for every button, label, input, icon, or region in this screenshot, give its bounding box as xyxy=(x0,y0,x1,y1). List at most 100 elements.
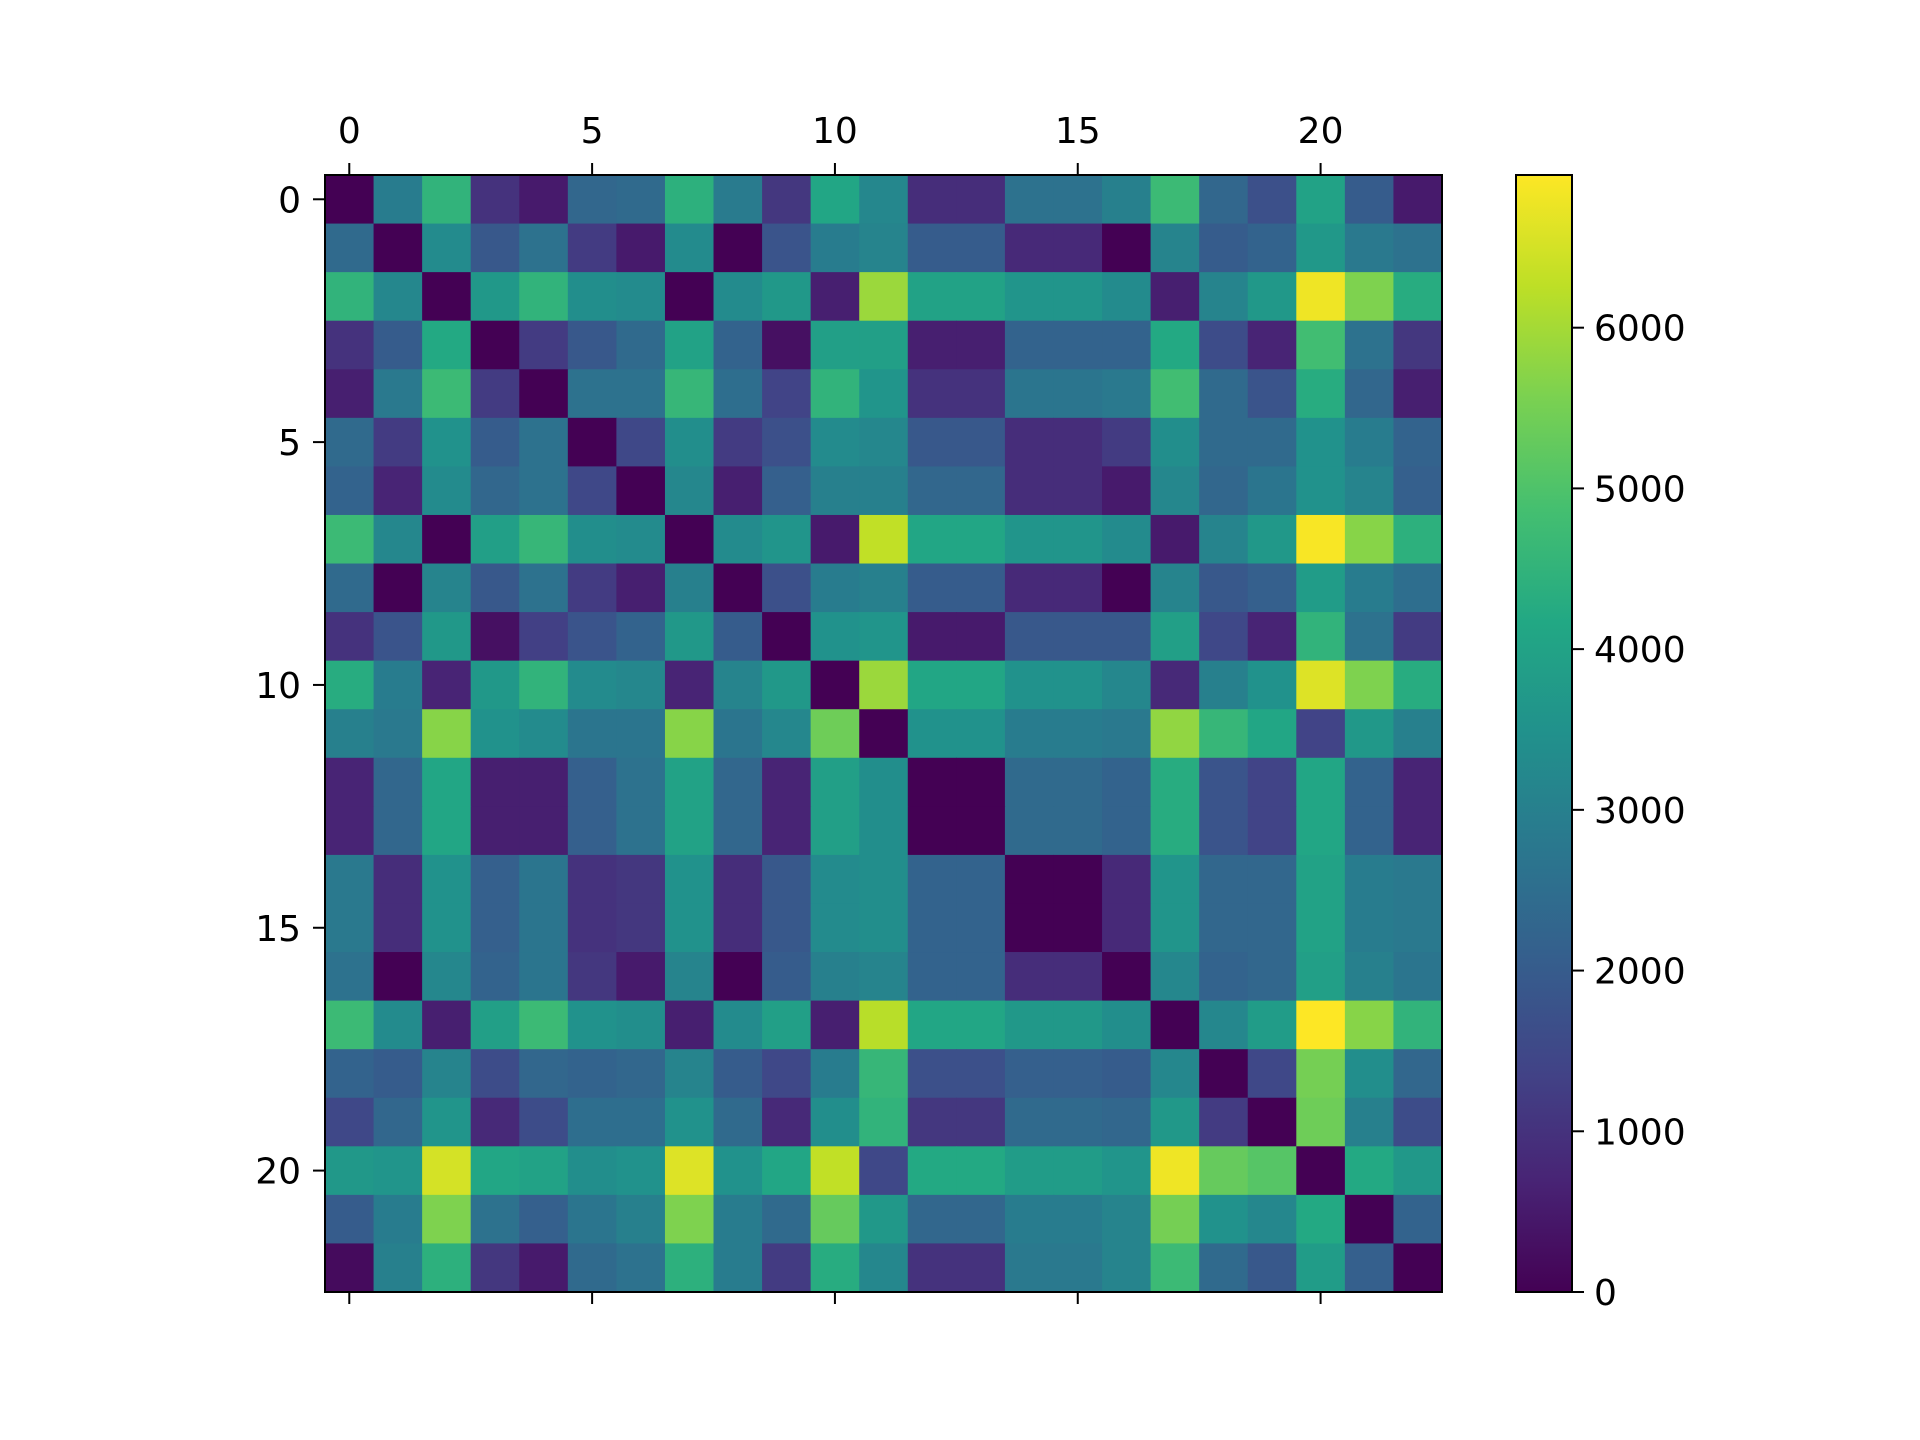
heatmap-cell xyxy=(1150,709,1200,759)
heatmap-cell xyxy=(1344,417,1395,467)
heatmap-cell xyxy=(1296,1146,1346,1196)
heatmap-cell xyxy=(325,514,375,565)
heatmap-cell xyxy=(1247,1000,1297,1050)
heatmap-cell xyxy=(422,320,472,370)
heatmap-cell xyxy=(1247,952,1297,1002)
heatmap-cell xyxy=(325,1000,375,1050)
heatmap-cell xyxy=(762,854,812,905)
heatmap-cell xyxy=(325,272,375,322)
heatmap-cell xyxy=(1004,952,1055,1002)
heatmap-cell xyxy=(859,1194,909,1245)
heatmap-cell xyxy=(616,612,666,662)
heatmap-cell xyxy=(1247,563,1297,613)
heatmap-cell xyxy=(519,709,569,759)
heatmap-cell xyxy=(325,320,375,370)
heatmap-cell xyxy=(859,514,909,565)
heatmap-cell xyxy=(713,272,763,322)
heatmap-cell xyxy=(664,514,715,565)
heatmap-cell xyxy=(762,1243,812,1293)
heatmap-cell xyxy=(470,175,520,225)
heatmap-cell xyxy=(956,952,1006,1002)
heatmap-cell xyxy=(373,369,423,419)
heatmap-cell xyxy=(373,1097,423,1147)
x-tick-label: 15 xyxy=(1055,111,1101,152)
heatmap-cell xyxy=(616,806,666,856)
heatmap-cell xyxy=(1102,514,1152,565)
heatmap-cell xyxy=(713,369,763,419)
heatmap-cell xyxy=(1053,709,1103,759)
heatmap-cell xyxy=(1102,903,1152,953)
heatmap-cell xyxy=(907,1000,957,1050)
heatmap-cell xyxy=(1296,709,1346,759)
heatmap-cell xyxy=(1102,369,1152,419)
heatmap-cell xyxy=(713,612,763,662)
heatmap-cell xyxy=(1247,1049,1297,1099)
heatmap-cell xyxy=(713,563,763,613)
heatmap-cell xyxy=(907,1146,957,1196)
heatmap-cell xyxy=(616,320,666,370)
heatmap-cell xyxy=(422,272,472,322)
heatmap-cell xyxy=(664,854,715,905)
heatmap-cell xyxy=(1102,223,1152,273)
heatmap-cell xyxy=(1004,1000,1055,1050)
heatmap-cell xyxy=(567,952,617,1002)
heatmap-cell xyxy=(956,175,1006,225)
heatmap-cell xyxy=(1199,660,1249,710)
heatmap-cell xyxy=(373,612,423,662)
heatmap-cell xyxy=(567,466,617,516)
heatmap-cell xyxy=(1247,175,1297,225)
heatmap-cell xyxy=(762,757,812,807)
heatmap-cell xyxy=(567,369,617,419)
heatmap-cell xyxy=(859,757,909,807)
heatmap-cell xyxy=(664,1097,715,1147)
heatmap-cell xyxy=(664,952,715,1002)
heatmap-cell xyxy=(1053,952,1103,1002)
heatmap-cell xyxy=(810,757,860,807)
heatmap-cell xyxy=(1102,612,1152,662)
heatmap-cell xyxy=(325,854,375,905)
heatmap-cell xyxy=(470,1194,520,1245)
heatmap-cell xyxy=(956,466,1006,516)
heatmap-cell xyxy=(1247,1243,1297,1293)
heatmap-cell xyxy=(810,660,860,710)
heatmap-cell xyxy=(1004,1097,1055,1147)
heatmap-cell xyxy=(1102,757,1152,807)
heatmap-cell xyxy=(422,1097,472,1147)
heatmap-cell xyxy=(1247,223,1297,273)
heatmap-cell xyxy=(956,369,1006,419)
heatmap-cell xyxy=(1199,806,1249,856)
heatmap-cell xyxy=(1053,1000,1103,1050)
heatmap-cell xyxy=(519,1146,569,1196)
heatmap-cell xyxy=(325,903,375,953)
heatmap-cell xyxy=(810,952,860,1002)
heatmap-cell xyxy=(907,612,957,662)
heatmap-cell xyxy=(1150,417,1200,467)
heatmap-cell xyxy=(1004,272,1055,322)
heatmap-cell xyxy=(1393,709,1443,759)
heatmap-cell xyxy=(422,175,472,225)
heatmap-cell xyxy=(1102,175,1152,225)
heatmap-cell xyxy=(859,320,909,370)
heatmap-cell xyxy=(1344,660,1395,710)
heatmap-cell xyxy=(616,223,666,273)
heatmap-cell xyxy=(1053,903,1103,953)
heatmap-cell xyxy=(1247,854,1297,905)
heatmap-cell xyxy=(1296,1049,1346,1099)
heatmap-cell xyxy=(1247,417,1297,467)
heatmap-cell xyxy=(1150,1097,1200,1147)
heatmap-cell xyxy=(1247,806,1297,856)
heatmap-cell xyxy=(1004,1049,1055,1099)
heatmap-cell xyxy=(1102,1243,1152,1293)
heatmap-cell xyxy=(762,709,812,759)
heatmap-cell xyxy=(616,563,666,613)
heatmap-cell xyxy=(1393,612,1443,662)
heatmap-cell xyxy=(616,854,666,905)
heatmap-cell xyxy=(956,320,1006,370)
heatmap-cell xyxy=(810,514,860,565)
heatmap-cell xyxy=(519,563,569,613)
heatmap-cell xyxy=(519,757,569,807)
heatmap-cell xyxy=(1004,320,1055,370)
heatmap-cell xyxy=(1102,320,1152,370)
heatmap-cell xyxy=(373,660,423,710)
